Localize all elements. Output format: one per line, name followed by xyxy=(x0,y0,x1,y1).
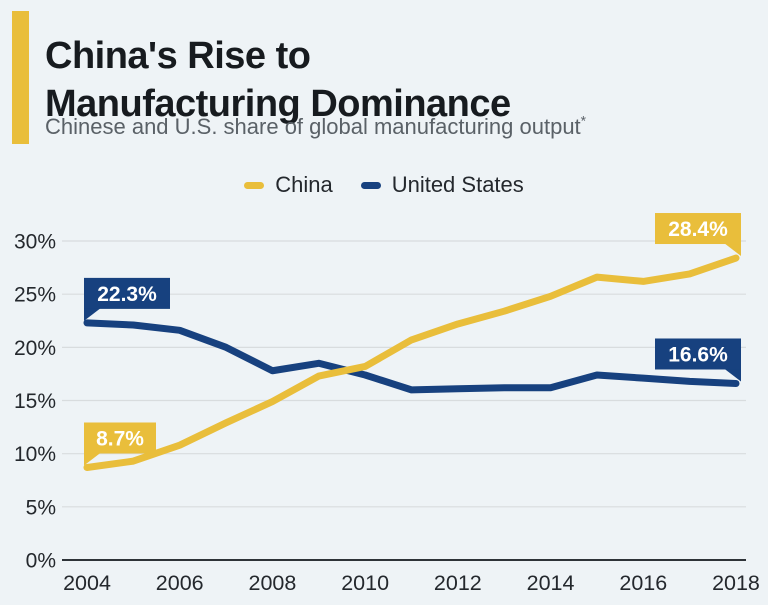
footnote-asterisk: * xyxy=(580,112,587,129)
callout-tail xyxy=(723,368,741,382)
callout-box xyxy=(84,422,156,454)
value-callout-united-states-2018: 16.6% xyxy=(654,338,741,382)
y-tick-label: 15% xyxy=(14,390,56,413)
callout-tail xyxy=(723,243,741,257)
line-chart: 0% 5% 10% 15% 20% 25% 30% 2004 2006 2008 2010 2012 2… xyxy=(14,213,760,595)
title-line-2: Manufacturing Dominance xyxy=(45,82,511,125)
title-accent-bar xyxy=(12,11,29,144)
x-tick-label: 2012 xyxy=(434,571,482,595)
title-line-1: China's Rise to xyxy=(45,35,311,78)
value-callout-united-states-2004: 22.3% xyxy=(84,277,170,321)
united-states-series-marker-icon xyxy=(360,181,381,189)
subtitle-text: Chinese and U.S. share of global manufac… xyxy=(45,114,581,139)
legend-item-united-states: United States xyxy=(360,172,524,198)
x-tick-label: 2006 xyxy=(156,571,204,595)
x-tick-label: 2010 xyxy=(341,571,389,595)
callout-value: 16.6% xyxy=(668,343,728,366)
y-tick-label: 10% xyxy=(14,443,56,466)
legend-item-china: China xyxy=(244,172,333,198)
callout-tail xyxy=(84,307,101,321)
legend-label-china: China xyxy=(275,172,333,197)
y-tick-label: 5% xyxy=(26,496,56,519)
x-tick-label: 2014 xyxy=(527,571,575,595)
callout-box xyxy=(654,338,741,370)
x-tick-label: 2008 xyxy=(249,571,297,595)
y-tick-label: 0% xyxy=(26,550,56,573)
callout-box xyxy=(654,213,741,245)
united-states-line xyxy=(83,319,740,394)
chart-subtitle: Chinese and U.S. share of global manufac… xyxy=(45,114,745,140)
callout-value: 28.4% xyxy=(668,218,728,241)
x-tick-label: 2016 xyxy=(619,571,667,595)
callout-value: 8.7% xyxy=(96,427,144,450)
value-callout-china-2004: 8.7% xyxy=(84,422,156,466)
y-tick-label: 25% xyxy=(14,284,56,307)
y-tick-label: 30% xyxy=(14,231,56,254)
x-tick-label: 2004 xyxy=(63,571,111,595)
chart-legend: China United States xyxy=(0,170,768,200)
callout-box xyxy=(84,277,170,309)
y-tick-label: 20% xyxy=(14,337,56,360)
value-callout-china-2018: 28.4% xyxy=(654,213,741,257)
page-title: China's Rise to Manufacturing Dominance xyxy=(45,33,745,127)
legend-label-united-states: United States xyxy=(391,172,524,197)
china-line xyxy=(83,254,740,471)
china-series-marker-icon xyxy=(244,181,265,189)
callout-tail xyxy=(84,452,101,466)
x-tick-label: 2018 xyxy=(712,571,760,595)
callout-value: 22.3% xyxy=(97,283,157,306)
